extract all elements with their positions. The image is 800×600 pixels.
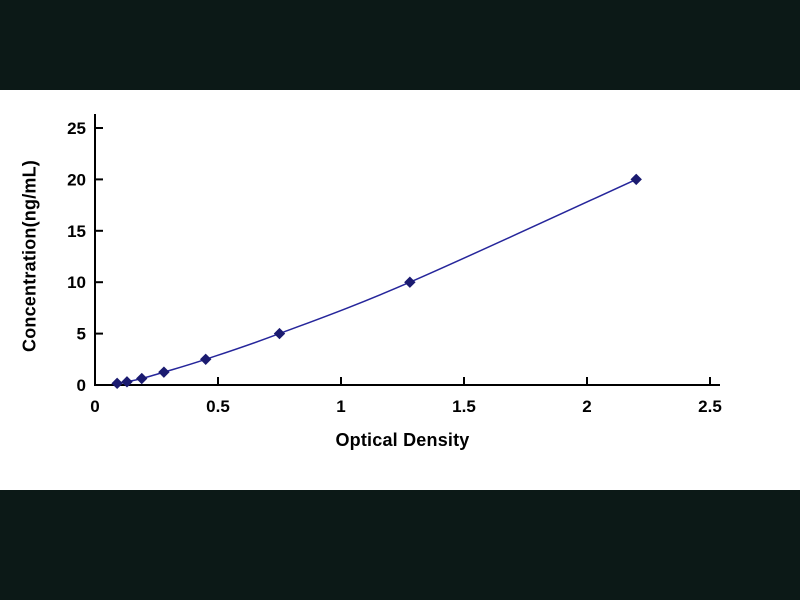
data-point-marker bbox=[199, 353, 212, 366]
x-tick-label: 2 bbox=[582, 397, 591, 416]
y-tick-label: 10 bbox=[67, 273, 86, 292]
standard-curve-plot: 0 0.5 1 1.5 2 2.5 0 5 10 15 20 25 bbox=[67, 114, 722, 416]
data-point-marker bbox=[630, 173, 642, 186]
data-point-marker bbox=[273, 327, 286, 340]
y-tick-label: 25 bbox=[67, 119, 86, 138]
x-tick-label: 1.5 bbox=[452, 397, 476, 416]
x-axis-label: Optical Density bbox=[335, 430, 470, 450]
y-tick-label: 15 bbox=[67, 222, 86, 241]
data-point-marker bbox=[158, 366, 170, 378]
standard-curve-line bbox=[117, 178, 637, 385]
y-tick-label: 0 bbox=[77, 376, 86, 395]
data-point-marker bbox=[136, 372, 148, 385]
data-point-marker bbox=[404, 276, 416, 288]
data-point-marker bbox=[111, 377, 123, 390]
y-axis-label: Concentration(ng/mL) bbox=[19, 160, 40, 352]
x-tick-label: 2.5 bbox=[698, 397, 722, 416]
x-tick-label: 1 bbox=[336, 397, 345, 416]
y-tick-label: 20 bbox=[67, 170, 86, 189]
x-tick-label: 0 bbox=[90, 397, 99, 416]
chart-panel: 0 0.5 1 1.5 2 2.5 0 5 10 15 20 25 Optical Density C… bbox=[0, 90, 800, 490]
y-tick-label: 5 bbox=[77, 325, 86, 344]
data-point-marker bbox=[121, 376, 133, 388]
x-tick-label: 0.5 bbox=[206, 397, 230, 416]
